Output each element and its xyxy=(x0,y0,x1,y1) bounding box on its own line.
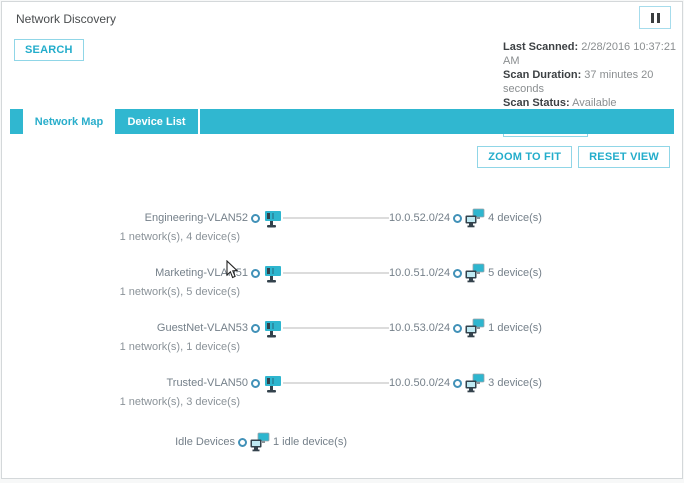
network-row: Engineering-VLAN52 10.0.52.0/24 4 device… xyxy=(14,206,542,243)
network-row: GuestNet-VLAN53 10.0.53.0/24 1 device(s)… xyxy=(14,316,542,353)
node-port-icon[interactable] xyxy=(453,213,463,223)
scan-duration-value: 37 minutes 20 seconds xyxy=(503,69,654,95)
computers-icon[interactable] xyxy=(464,318,485,338)
network-switch-icon[interactable] xyxy=(262,318,283,339)
page-title: Network Discovery xyxy=(16,12,117,26)
node-port-icon[interactable] xyxy=(251,378,260,388)
subnet-label[interactable]: 10.0.51.0/24 xyxy=(389,267,451,279)
reset-view-button[interactable]: RESET VIEW xyxy=(578,146,670,168)
search-button[interactable]: SEARCH xyxy=(14,39,84,61)
network-summary: 1 network(s), 5 device(s) xyxy=(119,286,240,298)
scan-status-label: Scan Status: xyxy=(503,97,570,109)
node-port-icon[interactable] xyxy=(453,323,463,333)
computers-icon[interactable] xyxy=(464,373,485,393)
tab-bar: Network Map Device List xyxy=(10,109,674,134)
link-line xyxy=(283,217,389,219)
network-switch-icon[interactable] xyxy=(262,263,283,284)
node-port-icon[interactable] xyxy=(453,378,463,388)
subnet-label[interactable]: 10.0.50.0/24 xyxy=(389,377,451,389)
network-name[interactable]: Trusted-VLAN50 xyxy=(166,377,248,389)
network-summary: 1 network(s), 4 device(s) xyxy=(119,231,240,243)
last-scanned-label: Last Scanned: xyxy=(503,41,579,53)
network-name[interactable]: Marketing-VLAN51 xyxy=(155,267,248,279)
device-count: 3 device(s) xyxy=(488,377,542,389)
network-switch-icon[interactable] xyxy=(262,373,283,394)
scan-status-value: Available xyxy=(569,97,617,109)
device-count: 1 device(s) xyxy=(488,322,542,334)
node-port-icon[interactable] xyxy=(251,213,260,223)
last-scanned-line: Last Scanned: 2/28/2016 10:37:21 AM xyxy=(503,40,682,68)
network-summary: 1 network(s), 1 device(s) xyxy=(119,341,240,353)
computers-icon[interactable] xyxy=(464,208,485,228)
node-port-icon[interactable] xyxy=(251,323,260,333)
tab-network-map[interactable]: Network Map xyxy=(23,109,115,134)
idle-devices-label[interactable]: Idle Devices xyxy=(175,436,235,448)
link-line xyxy=(283,382,389,384)
network-name[interactable]: Engineering-VLAN52 xyxy=(144,212,248,224)
device-count: 4 device(s) xyxy=(488,212,542,224)
link-line xyxy=(283,327,389,329)
map-toolbar: ZOOM TO FIT RESET VIEW xyxy=(477,146,670,168)
scan-duration-label: Scan Duration: xyxy=(503,69,582,81)
idle-devices-row: Idle Devices 1 idle device(s) xyxy=(14,430,347,454)
computers-icon[interactable] xyxy=(249,432,270,452)
node-port-icon[interactable] xyxy=(453,268,463,278)
pause-button[interactable] xyxy=(639,6,671,29)
network-row: Marketing-VLAN51 10.0.51.0/24 5 device(s… xyxy=(14,261,542,298)
last-scanned-value: 2/28/2016 10:37:21 AM xyxy=(503,41,677,67)
tab-device-list[interactable]: Device List xyxy=(115,109,200,134)
network-row: Trusted-VLAN50 10.0.50.0/24 3 device(s) … xyxy=(14,371,542,408)
node-port-icon[interactable] xyxy=(238,437,247,447)
link-line xyxy=(283,272,389,274)
network-name[interactable]: GuestNet-VLAN53 xyxy=(156,322,248,334)
zoom-to-fit-button[interactable]: ZOOM TO FIT xyxy=(477,146,573,168)
pause-icon xyxy=(656,12,660,23)
scan-status-line: Scan Status: Available xyxy=(503,96,682,110)
idle-device-count: 1 idle device(s) xyxy=(273,436,347,448)
scan-duration-line: Scan Duration: 37 minutes 20 seconds xyxy=(503,68,682,96)
subnet-label[interactable]: 10.0.53.0/24 xyxy=(389,322,451,334)
pause-icon xyxy=(650,12,654,23)
network-summary: 1 network(s), 3 device(s) xyxy=(119,396,240,408)
mouse-cursor xyxy=(226,260,239,279)
device-count: 5 device(s) xyxy=(488,267,542,279)
network-switch-icon[interactable] xyxy=(262,208,283,229)
computers-icon[interactable] xyxy=(464,263,485,283)
node-port-icon[interactable] xyxy=(251,268,260,278)
subnet-label[interactable]: 10.0.52.0/24 xyxy=(389,212,451,224)
